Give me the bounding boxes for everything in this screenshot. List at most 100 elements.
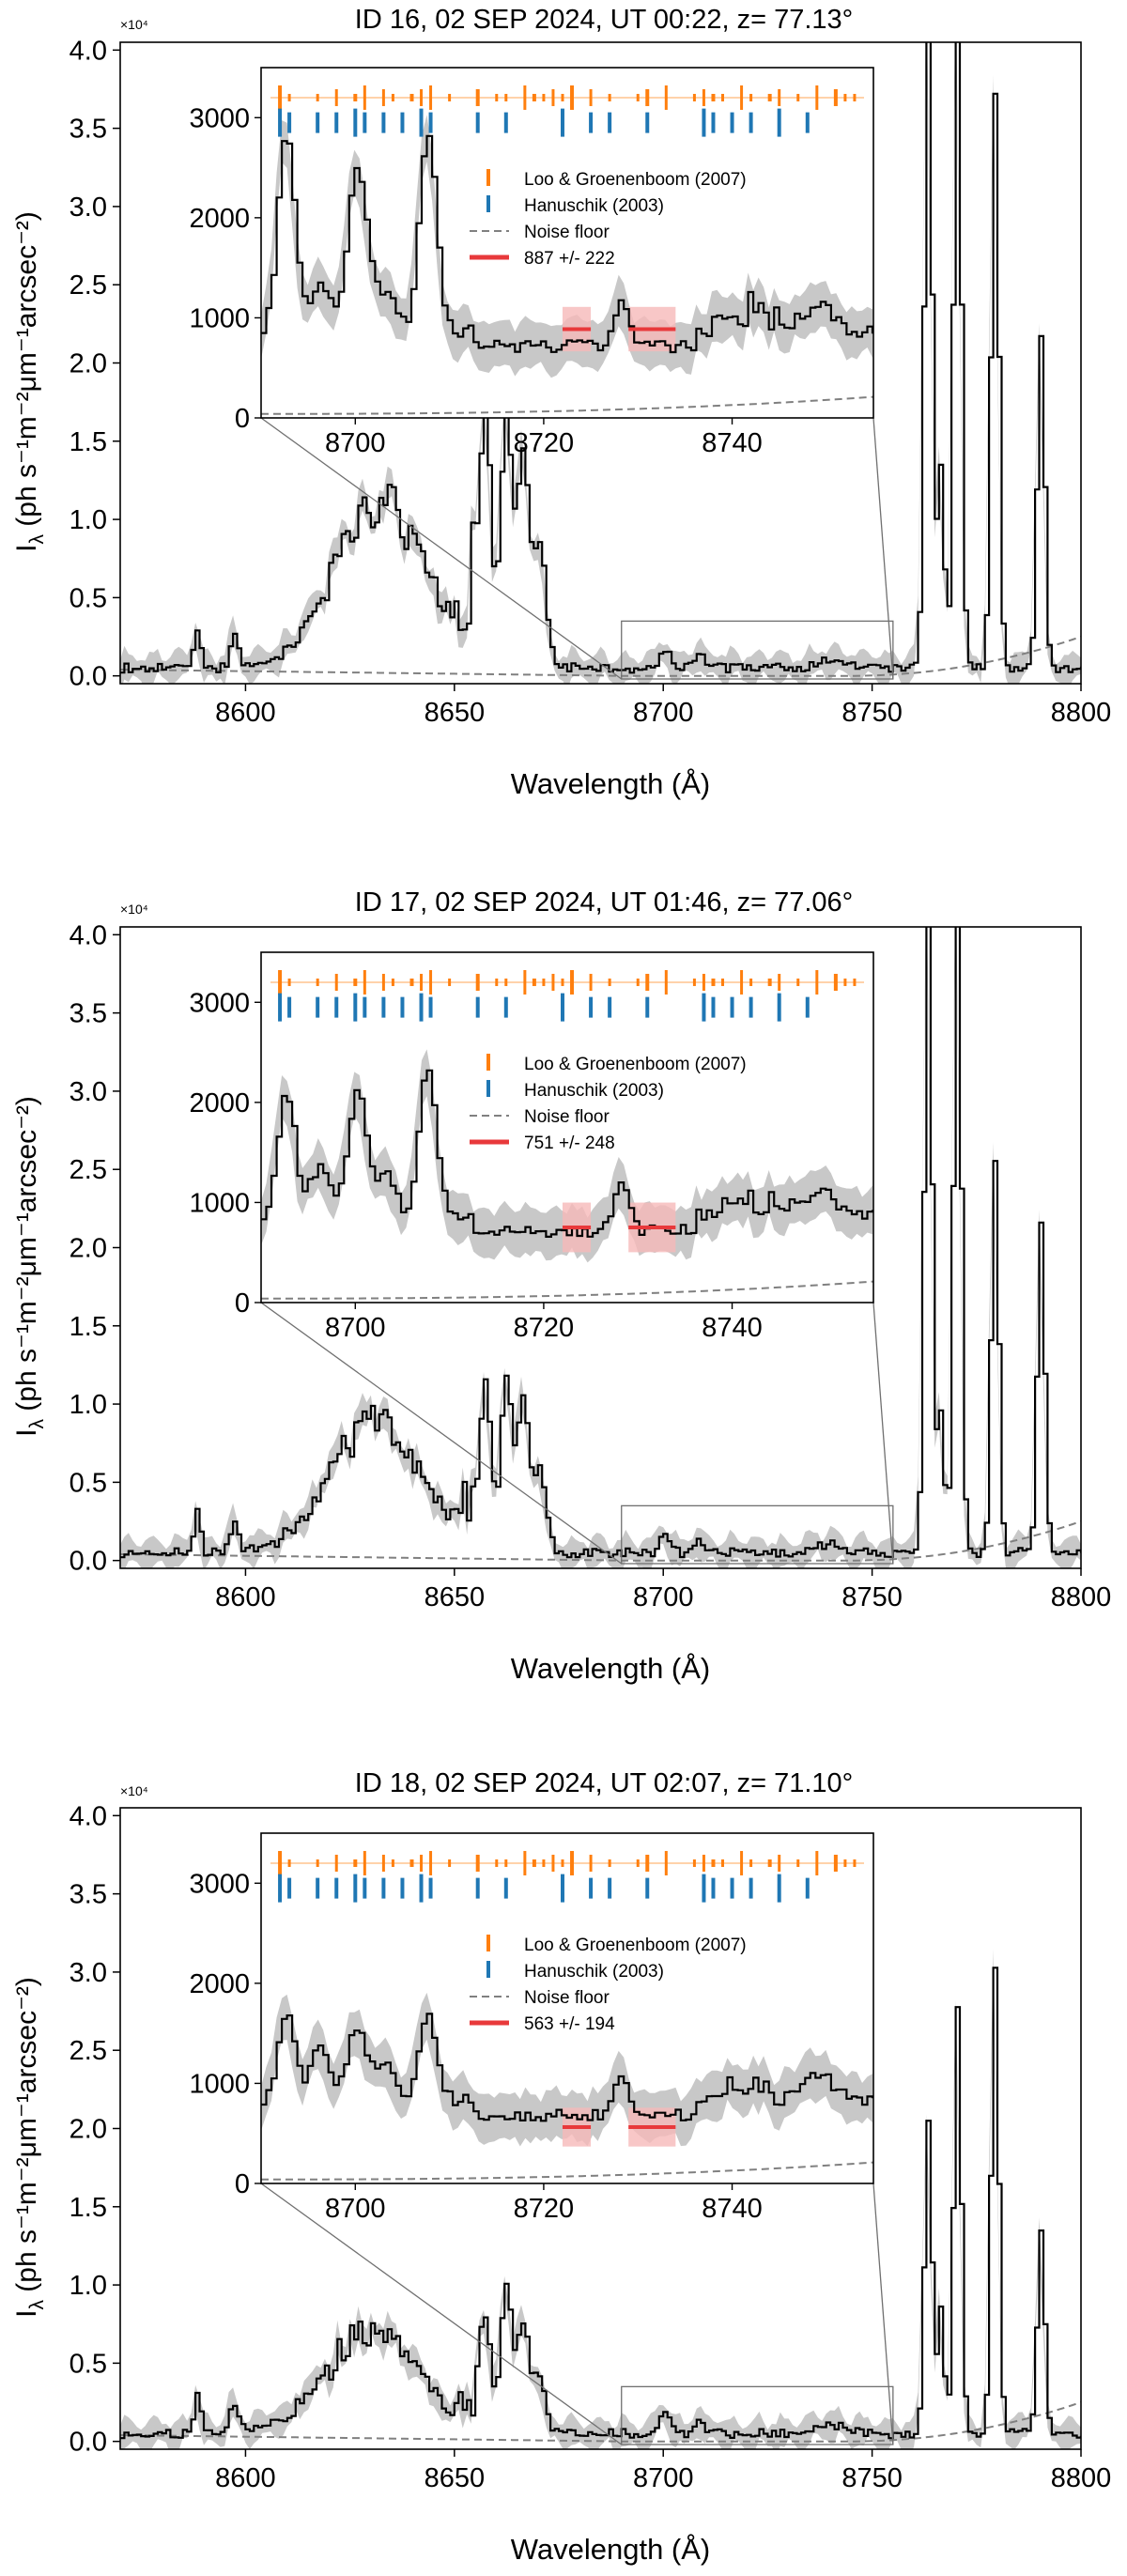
y-axis-label: Iλ (ph s⁻¹m⁻²μm⁻¹arcsec⁻²) bbox=[11, 211, 48, 552]
x-tick-label: 8750 bbox=[841, 1582, 903, 1612]
y-tick-label: 2.5 bbox=[69, 1155, 107, 1185]
y-tick-label: 3.0 bbox=[69, 1077, 107, 1107]
x-tick-label: 8800 bbox=[1051, 2463, 1112, 2493]
spectrum-line bbox=[120, 927, 1081, 1559]
y-tick-label: 1.0 bbox=[69, 505, 107, 535]
y-multiplier: ×10⁴ bbox=[120, 902, 148, 917]
y-tick-label: 2.5 bbox=[69, 2036, 107, 2066]
y-tick-label: 0.5 bbox=[69, 1468, 107, 1498]
inset-y-tick-label: 1000 bbox=[189, 2069, 250, 2099]
inset-x-tick-label: 8740 bbox=[702, 428, 763, 458]
x-tick-label: 8750 bbox=[841, 2463, 903, 2493]
zoom-connector-right bbox=[872, 1302, 894, 1565]
legend-entry: 563 +/- 194 bbox=[524, 2014, 615, 2034]
inset-x-tick-label: 8720 bbox=[514, 428, 575, 458]
inset-y-tick-label: 1000 bbox=[189, 303, 250, 333]
inset-spectrum-line bbox=[261, 2013, 873, 2122]
legend-entry: Hanuschik (2003) bbox=[524, 1081, 664, 1101]
inset-noise-floor bbox=[261, 2161, 873, 2181]
y-tick-label: 1.0 bbox=[69, 1390, 107, 1420]
legend-entry: Loo & Groenenboom (2007) bbox=[524, 1936, 747, 1955]
uncertainty-band bbox=[120, 1949, 1081, 2449]
zoom-region-box bbox=[621, 1504, 894, 1565]
y-tick-label: 4.0 bbox=[69, 36, 107, 66]
y-tick-label: 1.5 bbox=[69, 2193, 107, 2223]
panel-id16: ID 16, 02 SEP 2024, UT 00:22, z= 77.13° … bbox=[11, 5, 1112, 800]
x-tick-label: 8800 bbox=[1051, 1582, 1112, 1612]
zoom-connector-left bbox=[260, 1302, 623, 1565]
x-tick-label: 8800 bbox=[1051, 698, 1112, 728]
inset-x-tick-label: 8740 bbox=[702, 1313, 763, 1343]
panel-title: ID 16, 02 SEP 2024, UT 00:22, z= 77.13° bbox=[355, 5, 853, 35]
inset-y-tick-label: 2000 bbox=[189, 204, 250, 234]
legend-entry: Noise floor bbox=[524, 1107, 610, 1127]
legend-entry: Hanuschik (2003) bbox=[524, 1962, 664, 1982]
inset-plot-area bbox=[261, 85, 873, 415]
y-tick-label: 3.5 bbox=[69, 115, 107, 145]
x-tick-label: 8700 bbox=[633, 1582, 694, 1612]
y-axis-label: Iλ (ph s⁻¹m⁻²μm⁻¹arcsec⁻²) bbox=[11, 1977, 48, 2318]
legend-entry: 751 +/- 248 bbox=[524, 1134, 615, 1153]
y-axis-label-text: Iλ (ph s⁻¹m⁻²μm⁻¹arcsec⁻²) bbox=[11, 211, 48, 552]
inset-x-tick-label: 8720 bbox=[514, 2194, 575, 2224]
inset-y-tick-label: 0 bbox=[235, 1288, 250, 1319]
x-axis-label: Wavelength (Å) bbox=[511, 767, 711, 800]
uncertainty-band bbox=[120, 927, 1081, 1568]
panel-id18: ID 18, 02 SEP 2024, UT 02:07, z= 71.10° … bbox=[11, 1768, 1111, 2566]
zoom-region-box bbox=[621, 2385, 894, 2445]
y-multiplier: ×10⁴ bbox=[120, 17, 148, 32]
zoom-connector-left bbox=[260, 417, 623, 680]
x-tick-label: 8650 bbox=[425, 698, 486, 728]
x-tick-label: 8700 bbox=[633, 698, 694, 728]
inset-y-tick-label: 1000 bbox=[189, 1188, 250, 1218]
y-tick-label: 2.0 bbox=[69, 349, 107, 379]
main-plot-area bbox=[120, 927, 1081, 1568]
inset-y-tick-label: 2000 bbox=[189, 1088, 250, 1118]
inset-uncertainty-band bbox=[261, 1049, 872, 1263]
legend-entry: Noise floor bbox=[524, 1988, 610, 2008]
y-tick-label: 0.5 bbox=[69, 2349, 107, 2379]
panel-id17: ID 17, 02 SEP 2024, UT 01:46, z= 77.06° … bbox=[11, 887, 1112, 1685]
inset-uncertainty-band bbox=[261, 1992, 872, 2147]
y-tick-label: 3.0 bbox=[69, 1958, 107, 1988]
y-tick-label: 1.5 bbox=[69, 1312, 107, 1342]
panel-title: ID 18, 02 SEP 2024, UT 02:07, z= 71.10° bbox=[355, 1768, 853, 1798]
zoom-region-box bbox=[621, 620, 894, 680]
inset-y-tick-label: 2000 bbox=[189, 1969, 250, 1999]
y-tick-label: 0.0 bbox=[69, 2428, 107, 2458]
y-axis-label: Iλ (ph s⁻¹m⁻²μm⁻¹arcsec⁻²) bbox=[11, 1096, 48, 1437]
inset-uncertainty-band bbox=[261, 115, 872, 378]
x-tick-label: 8650 bbox=[425, 2463, 486, 2493]
x-tick-label: 8600 bbox=[215, 2463, 276, 2493]
inset-axes-frame bbox=[260, 1832, 874, 2184]
x-tick-label: 8700 bbox=[633, 2463, 694, 2493]
inset-y-tick-label: 3000 bbox=[189, 1869, 250, 1899]
inset-background bbox=[261, 68, 873, 418]
y-tick-label: 4.0 bbox=[69, 920, 107, 950]
inset-axes-frame bbox=[260, 67, 874, 419]
zoom-connector-right bbox=[872, 2183, 894, 2445]
y-tick-label: 1.5 bbox=[69, 427, 107, 457]
inset-y-tick-label: 0 bbox=[235, 404, 250, 434]
inset-noise-floor bbox=[261, 395, 873, 415]
inset-spectrum-line bbox=[261, 1069, 873, 1238]
inset-spectrum-line bbox=[261, 134, 873, 354]
inset-x-tick-label: 8700 bbox=[325, 2194, 386, 2224]
y-tick-label: 0.0 bbox=[69, 662, 107, 692]
inset-x-tick-label: 8700 bbox=[325, 1313, 386, 1343]
x-tick-label: 8750 bbox=[841, 698, 903, 728]
y-tick-label: 3.5 bbox=[69, 999, 107, 1029]
x-axis-label: Wavelength (Å) bbox=[511, 2533, 711, 2566]
y-tick-label: 3.0 bbox=[69, 193, 107, 223]
y-tick-label: 3.5 bbox=[69, 1880, 107, 1910]
inset-y-tick-label: 0 bbox=[235, 2169, 250, 2199]
y-tick-label: 2.5 bbox=[69, 270, 107, 301]
inset-y-tick-label: 3000 bbox=[189, 988, 250, 1018]
x-axis-label: Wavelength (Å) bbox=[511, 1652, 711, 1685]
zoom-connector-right bbox=[872, 417, 894, 680]
y-axis-label-text: Iλ (ph s⁻¹m⁻²μm⁻¹arcsec⁻²) bbox=[11, 1096, 48, 1437]
inset-axes-frame bbox=[260, 951, 874, 1303]
inset-y-tick-label: 3000 bbox=[189, 103, 250, 133]
legend-entry: 887 +/- 222 bbox=[524, 249, 615, 269]
